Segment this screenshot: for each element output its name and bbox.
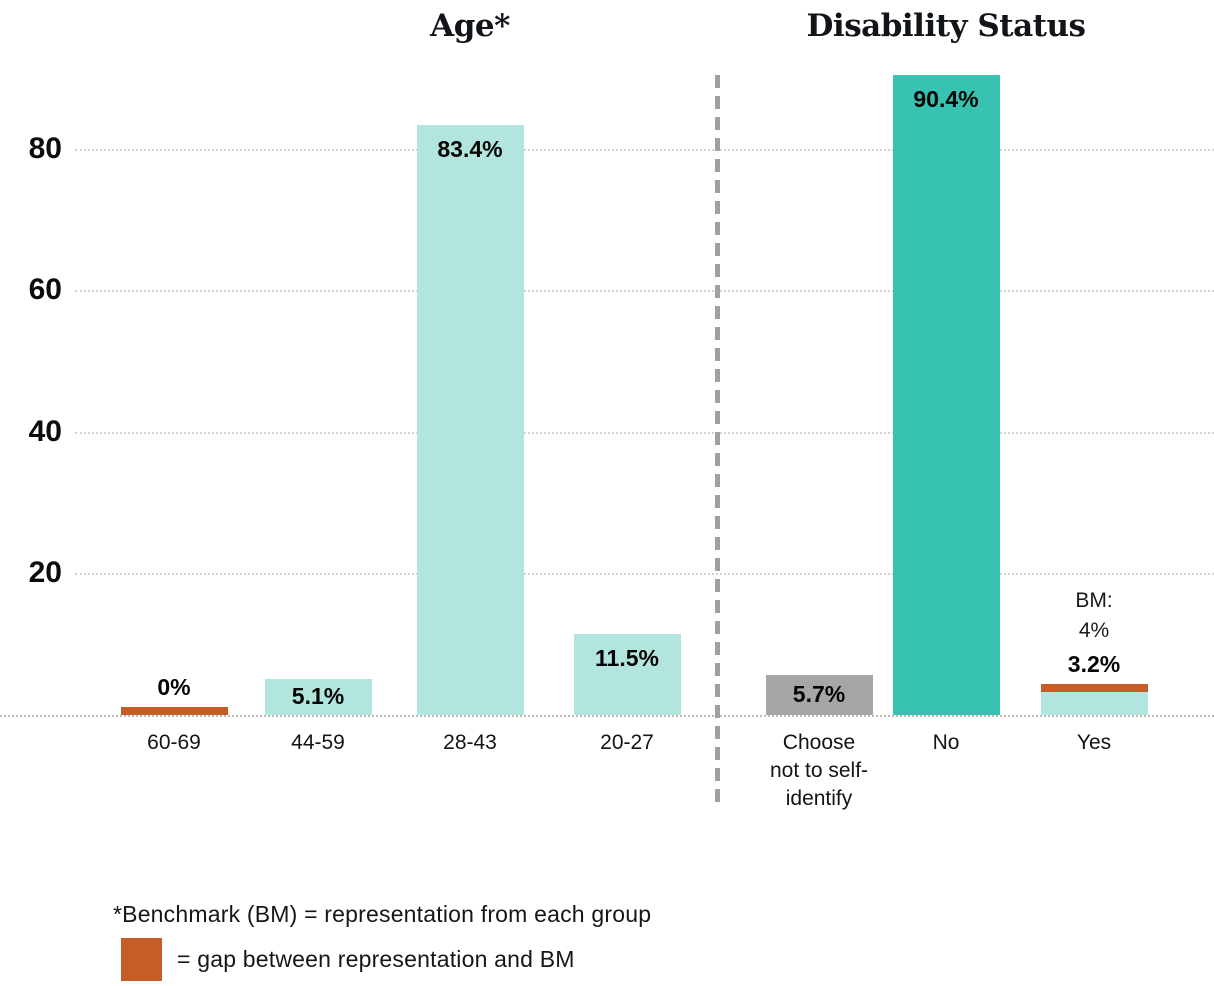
category-label: 60-69 <box>99 729 249 757</box>
bar-value-label: 0% <box>157 674 191 700</box>
bar-value-label: 5.1% <box>291 682 345 709</box>
benchmark-label-line: BM: <box>1075 589 1113 613</box>
bar-value-label: 3.2% <box>1067 651 1121 678</box>
benchmark-gap-bar <box>1040 684 1148 693</box>
bar-value-label: 83.4% <box>437 135 503 162</box>
section-title: Age* <box>430 8 510 44</box>
y-axis-tick-label: 80 <box>28 131 62 165</box>
benchmark-gap-bar <box>120 707 228 715</box>
gap-legend: = gap between representation and BM <box>121 938 575 981</box>
gridline-20 <box>75 573 1214 576</box>
section-divider-line <box>715 75 720 808</box>
bar-28-43 <box>416 124 524 715</box>
category-label-line: 60-69 <box>147 731 201 754</box>
gridline-80 <box>75 148 1214 151</box>
category-label-line: 44-59 <box>291 731 345 754</box>
bar-20-27 <box>573 633 681 715</box>
category-label: 44-59 <box>243 729 393 757</box>
gridline-40 <box>75 431 1214 434</box>
benchmark-footnote: *Benchmark (BM) = representation from ea… <box>113 901 652 927</box>
benchmark-label-line: 4% <box>1078 619 1110 643</box>
gridline-60 <box>75 290 1214 293</box>
y-axis-tick-label: 20 <box>28 556 62 590</box>
category-label: No <box>871 729 1021 757</box>
bar-value-label: 11.5% <box>595 644 659 671</box>
category-label-line: Choose <box>782 731 856 754</box>
gap-legend-swatch <box>121 938 162 981</box>
y-axis-tick-label: 60 <box>28 273 62 307</box>
gap-legend-text: = gap between representation and BM <box>177 946 575 972</box>
bar-choose-not-to-self-identify <box>765 674 873 715</box>
y-axis-tick-label: 40 <box>28 414 62 448</box>
bar-no <box>892 74 1000 715</box>
bar-44-59 <box>264 678 372 715</box>
category-label-line: 28-43 <box>443 731 497 754</box>
section-title: Disability Status <box>806 8 1086 44</box>
category-label: Choose not to self-identify <box>744 729 894 813</box>
bar-yes <box>1040 692 1148 715</box>
bar-value-label: 90.4% <box>913 85 979 112</box>
category-label: 20-27 <box>552 729 702 757</box>
category-label-line: not to self- <box>769 759 869 782</box>
bar-value-label: 5.7% <box>792 680 846 707</box>
category-label: Yes <box>1019 729 1169 757</box>
x-axis-line <box>0 715 1214 717</box>
category-label-line: identify <box>785 787 853 810</box>
category-label-line: No <box>932 731 960 754</box>
category-label-line: Yes <box>1076 731 1112 754</box>
category-label: 28-43 <box>395 729 545 757</box>
benchmark-label: BM: 4% <box>1024 586 1164 646</box>
category-label-line: 20-27 <box>600 731 654 754</box>
